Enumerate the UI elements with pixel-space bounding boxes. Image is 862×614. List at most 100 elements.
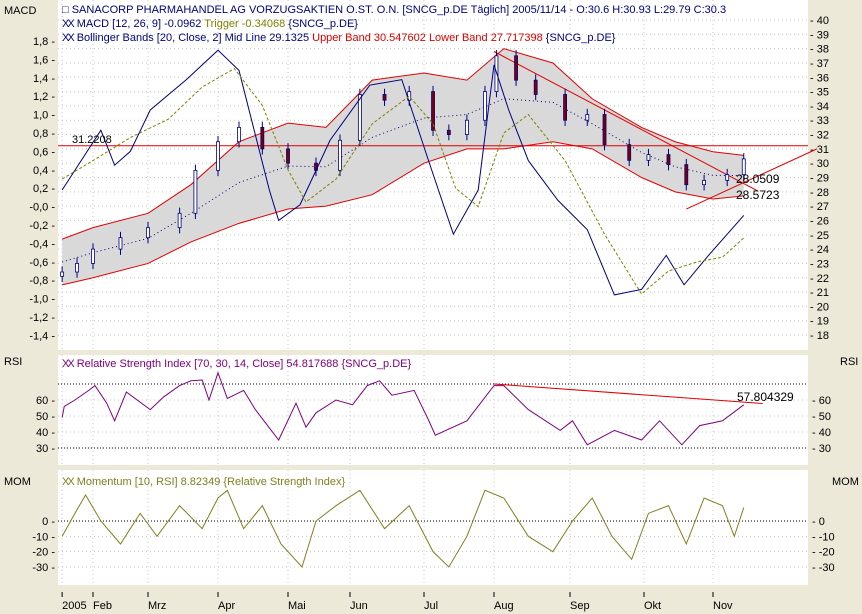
x-tick-label: 2005 <box>62 600 86 612</box>
series-icon: XX <box>62 358 75 370</box>
price-tick-label: - 36 <box>810 72 829 84</box>
price-tick-label: - 31 <box>810 144 829 156</box>
price-tick-label: - 21 <box>810 287 829 299</box>
rsi-tick-label: - 60 <box>812 395 831 407</box>
rsi-tick-label: - 30 <box>812 443 831 455</box>
price-tick-label: - 23 <box>810 258 829 270</box>
rsi-tick-label: 60 - <box>36 395 55 407</box>
candle <box>91 248 95 264</box>
x-tick-label: Feb <box>93 600 112 612</box>
x-tick-label: Nov <box>713 600 733 612</box>
price-tick-label: - 28 <box>810 187 829 199</box>
price-tick-label: - 29 <box>810 173 829 185</box>
momentum-panel <box>58 470 808 585</box>
candle <box>357 94 362 141</box>
momentum-line <box>61 489 745 568</box>
mom-tick-label: - -30 <box>812 562 835 574</box>
x-tick-label: Mai <box>288 600 306 612</box>
rsi-panel-label-right: RSI <box>840 356 859 368</box>
macd-tick-label: 0,4 - <box>33 165 55 177</box>
candle <box>533 79 538 95</box>
rsi-tick-label: 30 - <box>36 443 55 455</box>
macd-line <box>61 49 745 296</box>
candle <box>646 154 651 161</box>
macd-tick-label: -0,4 - <box>29 238 55 250</box>
x-tick-label: Mrz <box>148 600 166 612</box>
rsi-trendline <box>493 383 763 405</box>
rsi-tick-label: 40 - <box>36 427 55 439</box>
candle <box>741 158 746 176</box>
mom-panel-label-left: MOM <box>4 476 31 488</box>
rsi-legend[interactable]: XX Relative Strength Index [70, 30, 14, C… <box>62 358 412 370</box>
macd-tick-label: 0,6 - <box>33 146 55 158</box>
candle <box>602 114 607 145</box>
price-tick-label: - 18 <box>810 330 829 342</box>
price-tick-label: - 24 <box>810 244 829 256</box>
candle <box>446 129 451 135</box>
mom-tick-label: -20 - <box>32 547 55 559</box>
rsi-line <box>61 371 745 446</box>
price-tick-label: - 25 <box>810 230 829 242</box>
legend-icon: □ <box>62 4 72 16</box>
price-trendline <box>686 148 818 210</box>
price-tick-label: - 32 <box>810 130 829 142</box>
candle <box>666 154 671 166</box>
x-tick-label: Okt <box>644 600 661 612</box>
candle <box>216 141 220 171</box>
x-tick-label: Apr <box>218 600 235 612</box>
x-tick-label: Sep <box>570 600 590 612</box>
macd-tick-label: 0,8 - <box>33 128 55 140</box>
series-icon: XX <box>62 32 75 44</box>
price-tick-label: - 19 <box>810 316 829 328</box>
macd-panel-label: MACD <box>4 5 37 17</box>
price-tick-label: - 27 <box>810 201 829 213</box>
macd-tick-label: 1,6 - <box>33 54 55 66</box>
candle <box>338 139 342 171</box>
rsi-trendline-value-label: 57.804329 <box>737 390 794 404</box>
price-tick-label: - 35 <box>810 87 829 99</box>
macd-tick-label: 0,2 - <box>33 183 55 195</box>
mom-tick-label: -10 - <box>32 531 55 543</box>
trendline-value-label: 28.0509 <box>736 172 780 186</box>
price-trendline <box>493 51 759 192</box>
bollinger-lower-band <box>62 141 744 286</box>
mom-tick-label: 0 - <box>42 516 55 528</box>
momentum-legend[interactable]: XX Momentum [10, RSI] 8.82349 {Relative S… <box>62 476 346 488</box>
candle <box>684 164 689 186</box>
x-tick-label: Jun <box>350 600 368 612</box>
price-tick-label: - 20 <box>810 301 829 313</box>
candle <box>407 91 412 101</box>
mom-tick-label: -30 - <box>32 562 55 574</box>
macd-tick-label: -0,8 - <box>29 275 55 287</box>
x-tick-label: Aug <box>494 600 514 612</box>
candle <box>75 263 79 273</box>
price-tick-label: - 39 <box>810 29 829 41</box>
macd-tick-label: -1,0 - <box>29 294 55 306</box>
rsi-tick-label: - 40 <box>812 427 831 439</box>
candle <box>627 144 632 161</box>
macd-tick-label: -1,2 - <box>29 312 55 324</box>
candle <box>286 148 290 164</box>
x-tick-label: Jul <box>424 600 438 612</box>
candle <box>725 174 730 181</box>
price-tick-label: - 33 <box>810 115 829 127</box>
price-tick-label: - 26 <box>810 215 829 227</box>
macd-tick-label: -0,0 - <box>29 202 55 214</box>
candle <box>483 91 487 121</box>
candle <box>585 114 590 121</box>
mom-tick-label: - 0 <box>812 516 825 528</box>
rsi-panel <box>58 355 808 465</box>
candle <box>177 212 182 229</box>
candle <box>465 119 469 135</box>
macd-tick-label: -0,2 - <box>29 220 55 232</box>
bollinger-legend: XX Bollinger Bands [20, Close, 2] Mid Lin… <box>62 32 616 44</box>
trendline-value-label: 28.5723 <box>736 188 780 202</box>
price-tick-label: - 22 <box>810 273 829 285</box>
macd-tick-label: 1,8 - <box>33 36 55 48</box>
main-legend[interactable]: □ SANACORP PHARMAHANDEL AG VORZUGSAKTIEN… <box>62 3 726 45</box>
macd-tick-label: 1,2 - <box>33 91 55 103</box>
candle <box>193 169 198 214</box>
candle <box>702 179 706 186</box>
price-tick-label: - 40 <box>810 15 829 27</box>
